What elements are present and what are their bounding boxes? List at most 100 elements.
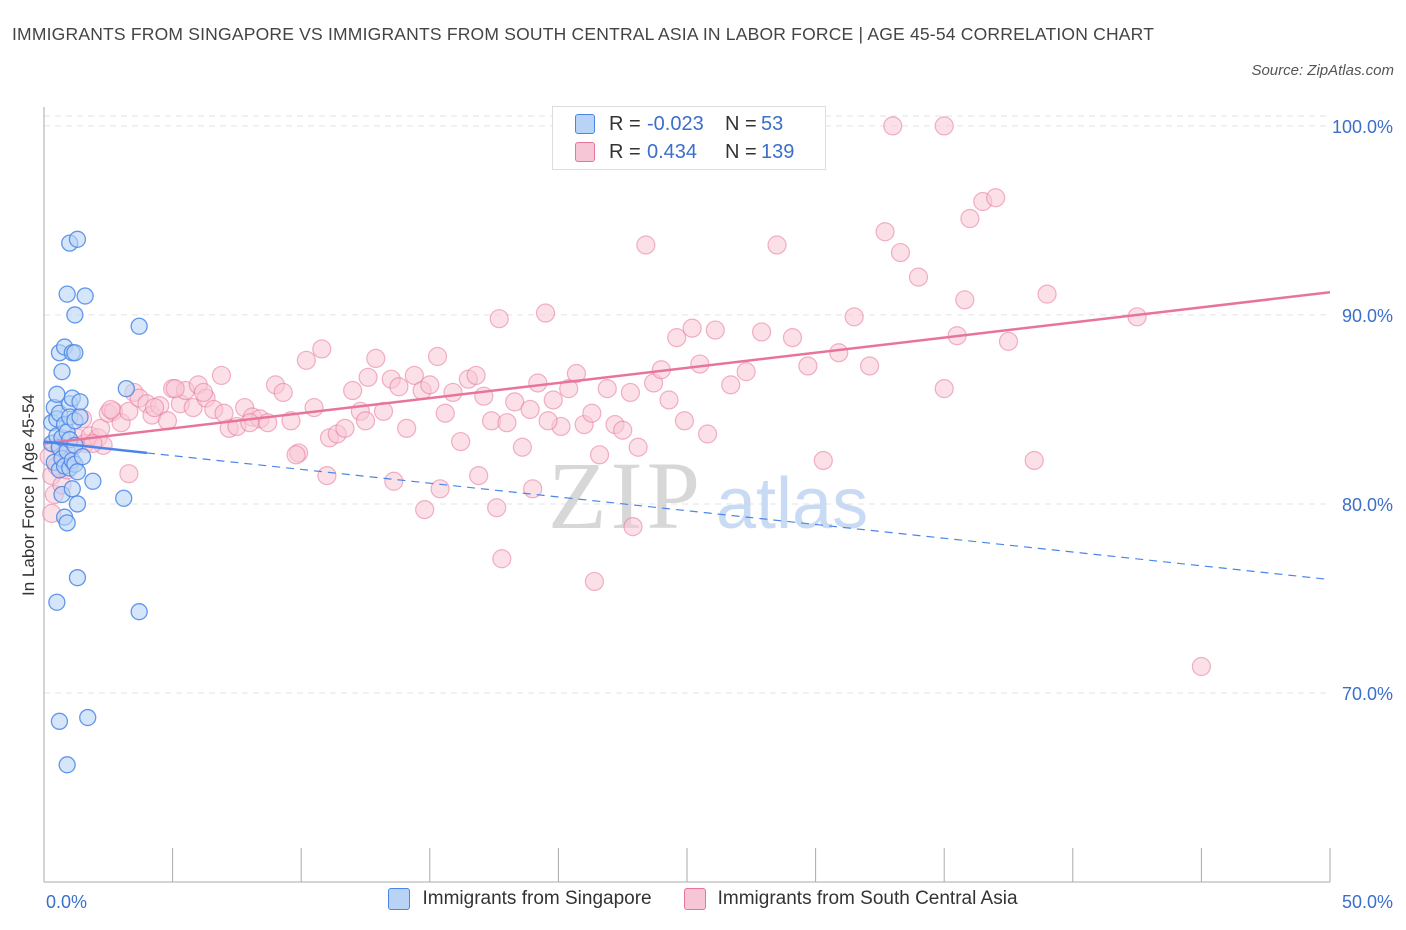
sca-point: [528, 373, 548, 393]
singapore-point: [63, 480, 81, 498]
sca-point: [304, 397, 324, 418]
sca-point: [582, 403, 602, 423]
sca-point: [335, 418, 355, 438]
singapore-point: [130, 603, 148, 621]
sca-point: [934, 379, 954, 399]
legend-r-label: R =: [609, 112, 641, 135]
sca-point: [397, 418, 417, 438]
sca-point: [281, 411, 301, 431]
watermark: ZIP atlas: [548, 442, 868, 549]
sca-point: [543, 390, 563, 410]
legend-item-sca[interactable]: Immigrants from South Central Asia: [683, 888, 1018, 910]
sca-point: [875, 222, 895, 242]
chart-title: IMMIGRANTS FROM SINGAPORE VS IMMIGRANTS …: [12, 24, 1155, 44]
singapore-point: [66, 306, 84, 324]
sca-point: [343, 380, 363, 401]
sca-point: [193, 382, 214, 403]
sca-point: [119, 464, 139, 484]
sca-point: [1037, 284, 1057, 304]
sca-point: [908, 267, 929, 287]
sca-point: [427, 346, 448, 367]
singapore-point: [130, 317, 148, 335]
sca-point: [489, 309, 509, 329]
legend-n-value: 53: [761, 112, 784, 135]
sca-point: [469, 465, 489, 486]
sca-point: [620, 382, 641, 403]
sca-point: [358, 367, 378, 387]
legend-row-singapore: R = -0.023 N = 53: [575, 110, 783, 138]
sca-point: [589, 445, 610, 465]
source-label: Source: ZipAtlas.com: [1251, 62, 1394, 79]
tick-labels: 70.0% 80.0% 90.0% 100.0% 0.0% 50.0%: [46, 117, 1393, 912]
sca-point: [512, 437, 532, 457]
legend-r-label: R =: [609, 140, 641, 163]
legend-label-sca: Immigrants from South Central Asia: [717, 888, 1018, 909]
sca-point: [829, 343, 849, 363]
singapore-swatch: [388, 888, 411, 910]
sca-point: [404, 365, 424, 386]
watermark-atlas: atlas: [716, 464, 868, 544]
sca-point: [497, 413, 517, 433]
sca-point: [451, 431, 471, 452]
sca-point: [317, 465, 337, 486]
sca-point: [813, 450, 833, 471]
sca-point: [538, 411, 558, 431]
legend-n-label: N =: [725, 140, 757, 163]
sca-point: [597, 379, 617, 399]
sca-point: [312, 339, 332, 359]
singapore-point: [48, 593, 66, 611]
y-tick-label: 70.0%: [1342, 684, 1393, 704]
legend-row-sca: R = 0.434 N = 139: [575, 138, 794, 166]
sca-point: [1191, 656, 1212, 677]
sca-point: [366, 348, 386, 369]
singapore-point: [73, 448, 92, 466]
sca-point: [667, 328, 687, 348]
legend-label-singapore: Immigrants from Singapore: [422, 888, 652, 909]
singapore-point: [115, 489, 133, 507]
sca-point: [674, 411, 695, 431]
sca-point: [487, 498, 507, 518]
sca-point: [623, 517, 643, 537]
sca-point: [883, 116, 903, 136]
axes: [43, 107, 1331, 883]
x-tick-label: 0.0%: [46, 892, 87, 912]
sca-point: [844, 307, 864, 327]
legend-r-value: 0.434: [647, 140, 698, 163]
sca-point: [183, 397, 203, 418]
singapore-point: [79, 708, 97, 727]
singapore-point: [68, 569, 87, 587]
sca-point: [286, 445, 306, 465]
legend-n-value: 139: [761, 140, 795, 163]
sca-point: [520, 399, 540, 420]
sca-point: [566, 363, 587, 384]
sca-point: [613, 420, 633, 440]
sca-point: [628, 437, 648, 457]
sca-point: [705, 320, 725, 340]
trend-lines: [43, 291, 1331, 581]
sca-point: [435, 403, 455, 423]
sca-point: [211, 365, 232, 386]
sca-point: [101, 399, 121, 420]
singapore-point: [68, 463, 87, 481]
singapore-point: [117, 379, 135, 398]
sca-point: [492, 549, 512, 569]
sca-point: [505, 392, 525, 412]
sca-point: [998, 331, 1019, 351]
sca-point: [960, 208, 980, 229]
sca-point: [296, 350, 316, 370]
legend-n-label: N =: [725, 112, 757, 135]
legend-r-value: -0.023: [647, 112, 704, 135]
legend-item-singapore[interactable]: Immigrants from Singapore: [388, 888, 652, 910]
singapore-point: [53, 362, 71, 381]
y-tick-label: 100.0%: [1332, 117, 1393, 137]
singapore-swatch: [575, 114, 595, 134]
sca-point: [751, 322, 772, 342]
singapore-point: [71, 393, 89, 411]
singapore-point: [76, 287, 94, 305]
sca-point: [682, 318, 702, 338]
series-singapore: [43, 230, 148, 774]
sca-point: [355, 411, 376, 431]
sca-point: [798, 356, 818, 376]
singapore-trend-dashed: [146, 452, 1331, 581]
sca-point: [1024, 450, 1044, 471]
